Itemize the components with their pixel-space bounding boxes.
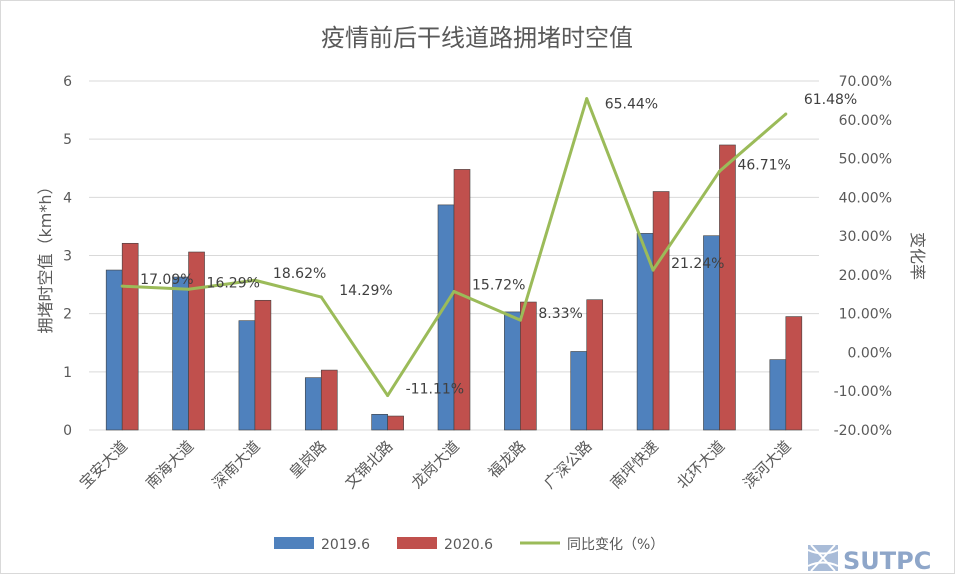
line-data-label: 14.29% — [339, 283, 392, 299]
legend-label: 同比变化（%） — [567, 537, 664, 553]
legend-label: 2020.6 — [444, 537, 493, 553]
bar-2019.6 — [371, 413, 388, 431]
y2-tick-label: 60.00% — [839, 113, 892, 129]
bar-2019.6 — [105, 269, 123, 431]
legend-swatch — [274, 537, 314, 549]
y2-tick-label: 20.00% — [839, 268, 892, 284]
category-label: 深南大道 — [209, 437, 264, 492]
category-label: 龙岗大道 — [408, 437, 463, 492]
bar-2019.6 — [769, 359, 787, 431]
bar-2019.6 — [238, 320, 256, 431]
y2-tick-label: 40.00% — [839, 190, 892, 206]
line-data-labels: 17.09% 16.29% 18.62% 14.29% -11.11% 15.72% 8.3… — [140, 92, 857, 397]
category-label: 皇岗路 — [286, 437, 331, 482]
bar-2020.6 — [320, 369, 338, 431]
bar-2020.6 — [254, 299, 272, 431]
right-axis-ticks: -20.00% -10.00% 0.00% 10.00% 20.00% 30.00% 40.… — [834, 74, 892, 439]
watermark-logo: SUTPC — [807, 544, 931, 573]
legend: 2019.6 2020.6 同比变化（%） — [274, 537, 664, 553]
bar-2020.6 — [188, 251, 205, 431]
bar-2019.6 — [504, 311, 521, 431]
line-data-label: 65.44% — [605, 97, 658, 113]
y-tick-label: 4 — [63, 190, 72, 206]
bar-2020.6 — [121, 242, 139, 431]
category-label: 滨河大道 — [739, 437, 794, 492]
line-point — [585, 97, 589, 101]
line-data-label: 46.71% — [737, 157, 790, 173]
y-axis-label: 拥堵时空值（km*h） — [36, 179, 55, 334]
y2-axis-label: 变化率 — [908, 232, 927, 280]
category-label: 文锦北路 — [341, 437, 396, 492]
line-data-label: 16.29% — [207, 275, 260, 291]
line-data-label: 18.62% — [273, 266, 326, 282]
y-tick-label: 1 — [63, 365, 72, 381]
line-data-label: -11.11% — [406, 382, 464, 398]
legend-swatch — [397, 537, 437, 549]
category-label: 南坪快速 — [607, 437, 662, 492]
line-data-label: 61.48% — [804, 92, 857, 108]
legend-label: 2019.6 — [321, 537, 370, 553]
category-label: 北环大道 — [673, 437, 728, 492]
y2-tick-label: 10.00% — [839, 307, 892, 323]
category-label: 南海大道 — [142, 437, 197, 492]
bar-2019.6 — [570, 351, 588, 431]
category-label: 广深公路 — [540, 437, 595, 492]
bar-2020.6 — [586, 299, 604, 431]
line-data-label: 8.33% — [538, 306, 582, 322]
y-tick-label: 0 — [63, 423, 72, 439]
y2-tick-label: 30.00% — [839, 229, 892, 245]
line-point — [784, 112, 788, 116]
line-point — [452, 289, 456, 293]
category-label: 宝安大道 — [76, 437, 131, 492]
y2-tick-label: -20.00% — [834, 423, 892, 439]
line-point — [518, 318, 522, 322]
y2-tick-label: -10.00% — [834, 384, 892, 400]
watermark-text: SUTPC — [843, 547, 931, 573]
bar-2020.6 — [785, 316, 803, 431]
line-point — [120, 284, 124, 288]
bar-2019.6 — [172, 276, 189, 431]
bar-2020.6 — [520, 301, 537, 431]
left-axis-ticks: 0 1 2 3 4 5 6 — [63, 74, 72, 439]
line-data-label: 17.09% — [140, 272, 193, 288]
line-data-label: 21.24% — [671, 256, 724, 272]
y-tick-label: 3 — [63, 249, 72, 265]
line-point — [253, 278, 257, 282]
y-tick-label: 6 — [63, 74, 72, 90]
bar-marks — [105, 144, 803, 431]
chart-title: 疫情前后干线道路拥堵时空值 — [321, 24, 633, 52]
line-point — [319, 295, 323, 299]
line-point — [717, 169, 721, 173]
bar-2019.6 — [304, 377, 322, 431]
y2-tick-label: 0.00% — [848, 345, 892, 361]
line-point — [386, 394, 390, 398]
sutpc-mark-icon — [807, 544, 839, 572]
y2-tick-label: 70.00% — [839, 74, 892, 90]
bar-2020.6 — [719, 144, 736, 431]
line-point — [187, 287, 191, 291]
y2-tick-label: 50.00% — [839, 152, 892, 168]
y-tick-label: 2 — [63, 307, 72, 323]
line-data-label: 15.72% — [472, 277, 525, 293]
category-labels: 宝安大道 南海大道 深南大道 皇岗路 文锦北路 龙岗大道 福龙路 广深公路 南坪快速 北环大道 滨河… — [76, 437, 795, 492]
bar-2020.6 — [387, 415, 404, 431]
line-point — [651, 268, 655, 272]
bar-2020.6 — [652, 191, 670, 431]
y-tick-label: 5 — [63, 132, 72, 148]
line-series — [120, 97, 788, 398]
category-label: 福龙路 — [485, 437, 530, 482]
